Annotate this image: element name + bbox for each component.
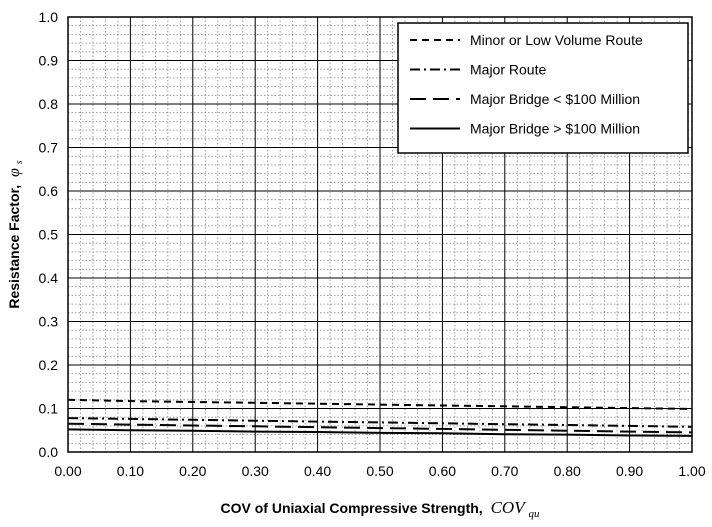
y-axis-title-text: Resistance Factor, [6,185,22,309]
x-axis-title-text: COV of Uniaxial Compressive Strength, [221,500,483,516]
y-tick-label: 0.8 [39,96,59,112]
series-line [67,398,693,410]
x-tick-label: 0.70 [491,463,518,479]
x-tick-label: 0.30 [242,463,269,479]
y-tick-label: 0.2 [39,357,59,373]
series-line [67,422,693,434]
x-axis-title: COV of Uniaxial Compressive Strength, CO… [221,498,540,520]
y-axis-title: Resistance Factor, φ s [6,160,25,308]
x-axis-title-subscript: qu [528,508,540,520]
y-axis-title-symbol: φ [6,168,23,177]
x-tick-label: 0.60 [429,463,456,479]
y-axis-title-subscript: s [14,160,25,164]
x-tick-label: 0.90 [616,463,643,479]
series-line [67,417,693,428]
legend-label: Major Bridge < $100 Million [470,91,640,107]
legend-label: Minor or Low Volume Route [470,32,643,48]
y-tick-label: 0.7 [39,140,59,156]
y-tick-label: 0.3 [39,314,59,330]
series-lines [67,398,693,437]
legend-label: Major Bridge > $100 Million [470,121,640,137]
legend: Minor or Low Volume Route Major Route Majo… [397,22,689,154]
x-tick-label: 0.50 [366,463,393,479]
series-line [67,428,693,437]
x-tick-label: 0.00 [54,463,81,479]
y-tick-label: 0.4 [39,270,59,286]
y-tick-label: 1.0 [39,9,59,25]
y-tick-label: 0.0 [39,444,59,460]
y-tick-label: 0.9 [39,53,59,69]
y-tick-label: 0.6 [39,183,59,199]
x-tick-label: 0.20 [179,463,206,479]
y-tick-label: 0.1 [39,401,59,417]
x-tick-label: 0.40 [304,463,331,479]
x-axis-title-symbol: COV [491,498,528,517]
x-tick-label: 1.00 [678,463,705,479]
x-tick-label: 0.80 [554,463,581,479]
legend-label: Major Route [470,62,546,78]
plot-area-frame [67,16,693,453]
y-tick-label: 0.5 [39,227,59,243]
x-tick-label: 0.10 [117,463,144,479]
legend-box [397,22,689,154]
tick-labels: 0.00 0.10 0.20 0.30 0.40 0.50 0.60 0.70 0.80 0.90… [39,9,706,479]
